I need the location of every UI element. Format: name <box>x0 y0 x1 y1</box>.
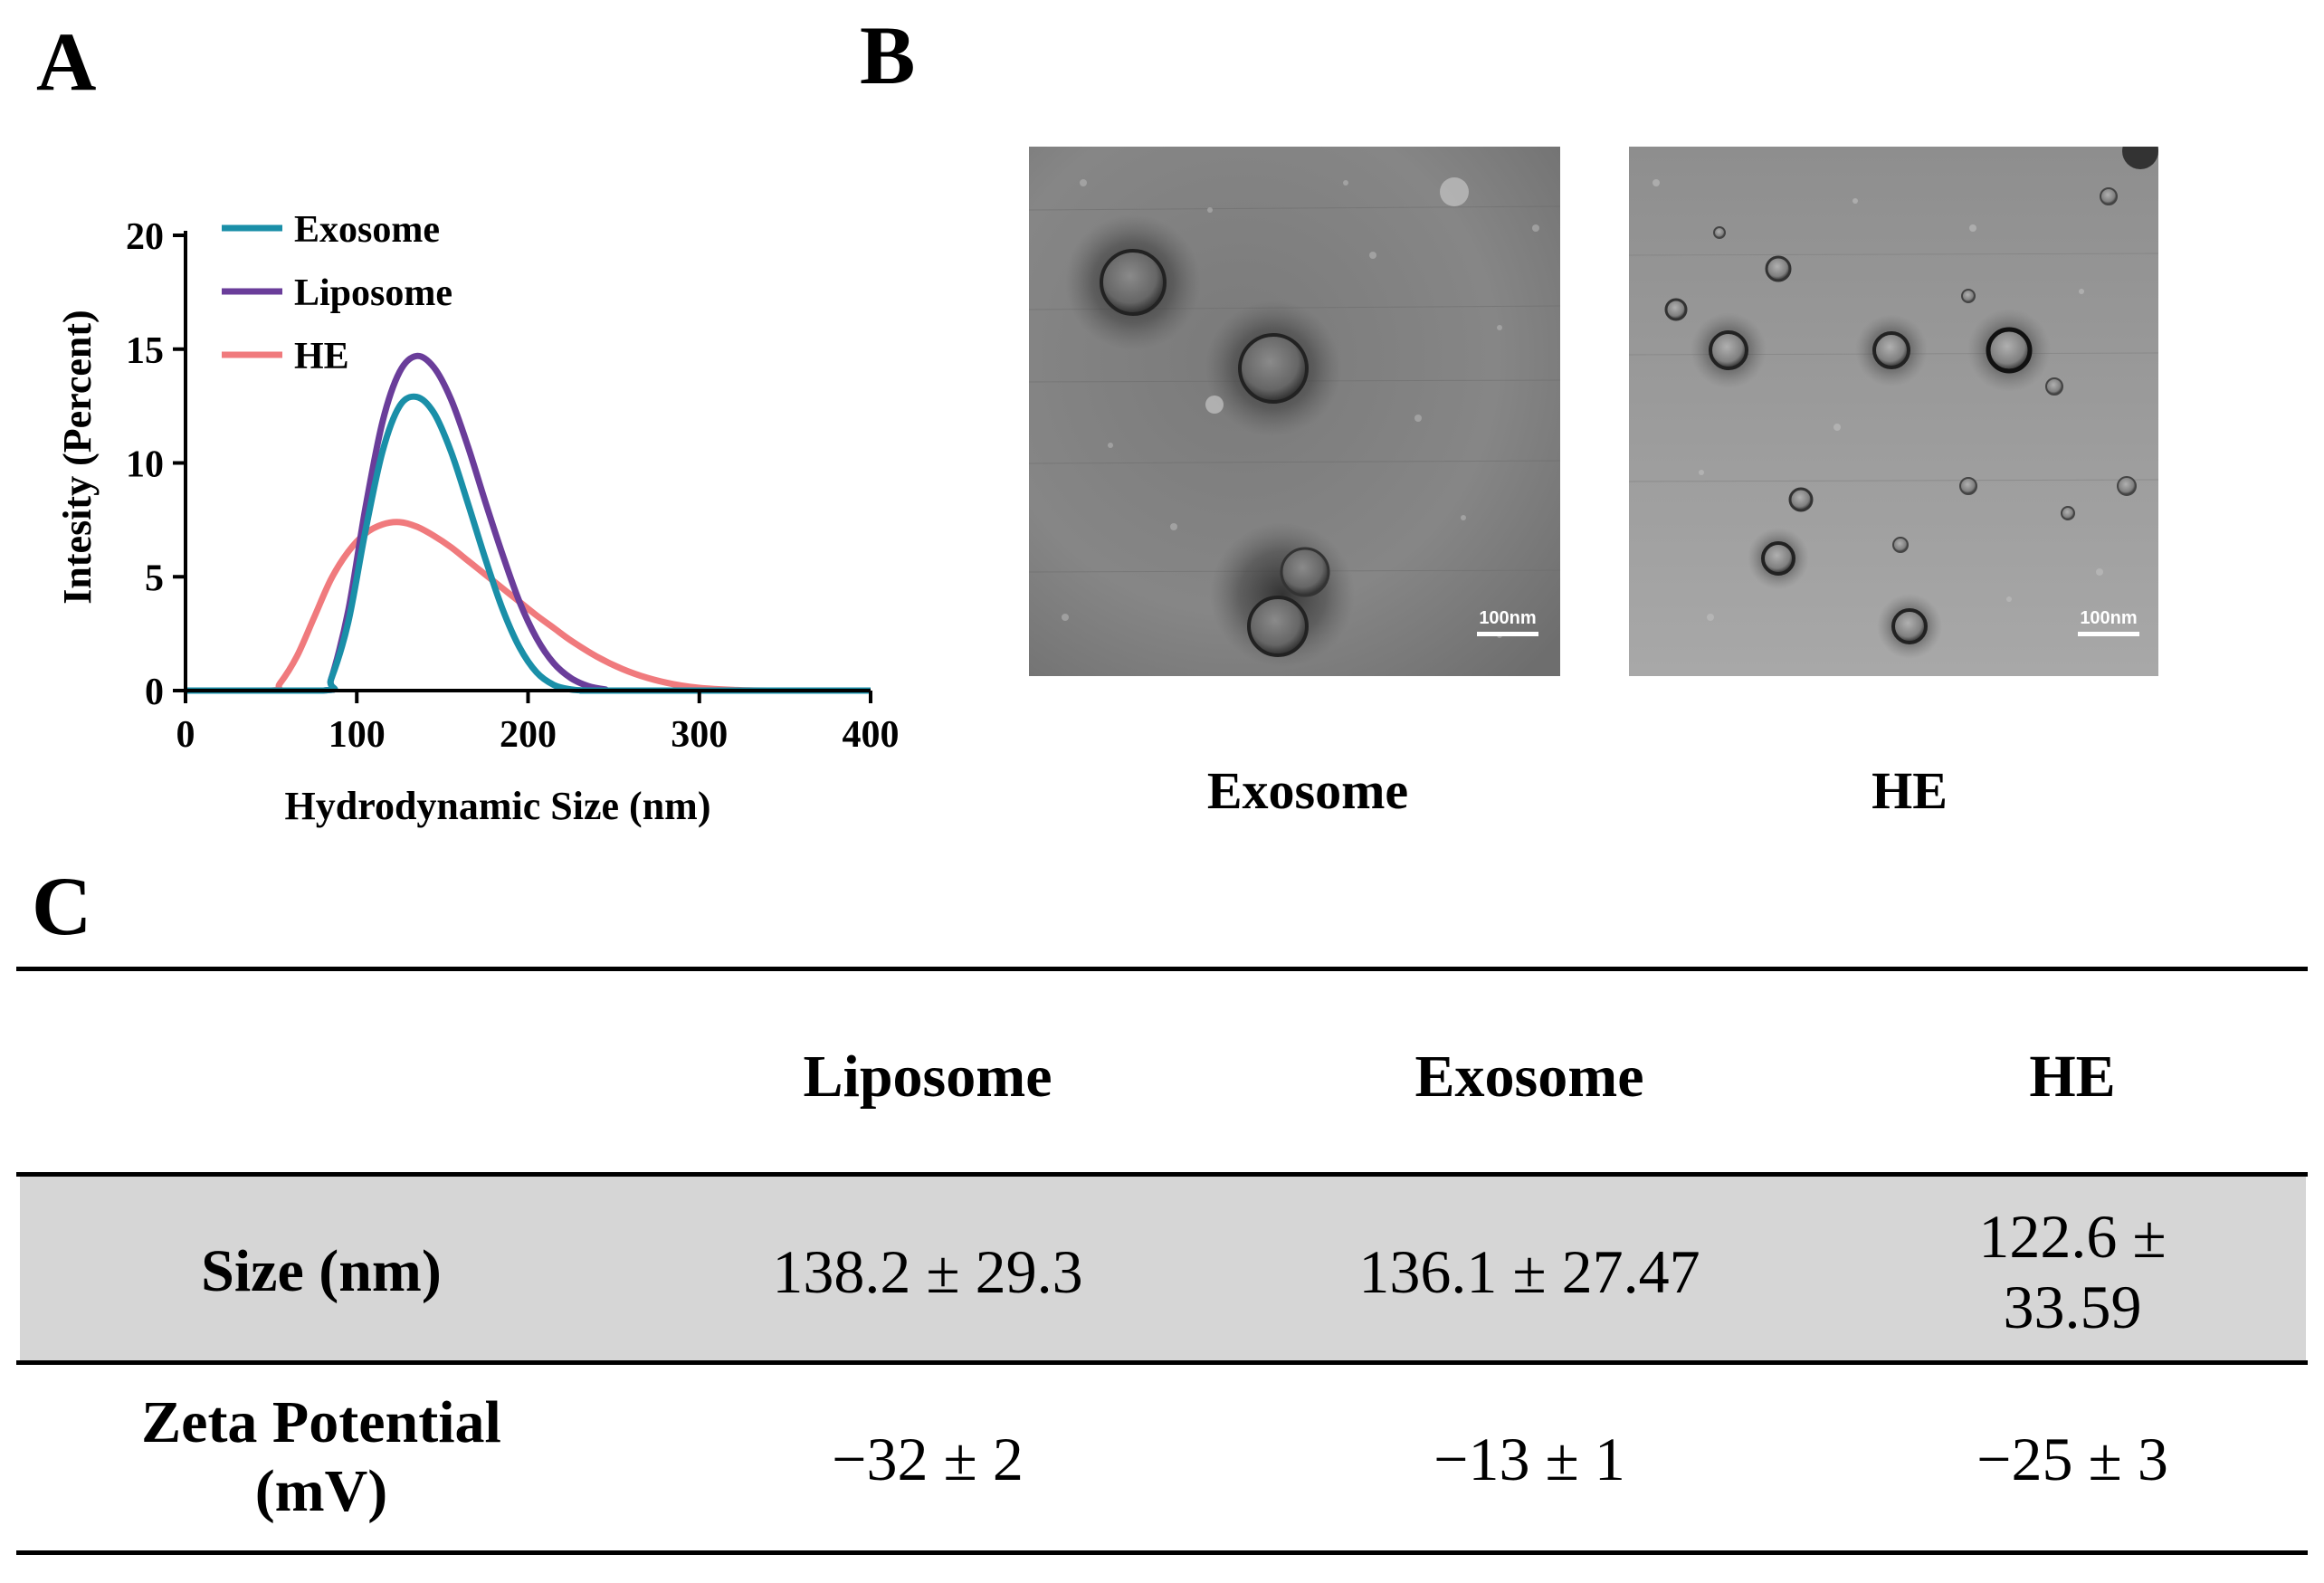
y-tick-label: 20 <box>126 216 164 258</box>
table-row-label-size: Size (nm) <box>201 1238 442 1305</box>
table-cell-size-exosome: 136.1 ± 27.47 <box>1358 1236 1700 1306</box>
scale-bar-exosome <box>1477 632 1538 636</box>
scale-bar-label-he: 100nm <box>2080 608 2137 628</box>
table-cell-zeta-he: −25 ± 3 <box>1976 1424 2168 1493</box>
x-tick-label: 200 <box>500 714 557 756</box>
legend-label-exosome: Exosome <box>294 209 440 251</box>
series-line-liposome <box>186 352 871 694</box>
table-row-label-zeta-line2: (mV) <box>254 1458 388 1524</box>
table-header-rule <box>16 1172 2308 1177</box>
x-tick-label: 300 <box>671 714 728 756</box>
panel-a-label: A <box>36 15 97 108</box>
tem-image-he: 100nm <box>1629 147 2158 676</box>
y-tick-label: 10 <box>126 444 164 486</box>
table-row-rule <box>16 1360 2308 1365</box>
table-cell-zeta-exosome: −13 ± 1 <box>1433 1424 1625 1493</box>
tem-caption-he: HE <box>1872 761 1948 820</box>
x-axis-label: Hydrodynamic Size (nm) <box>285 784 711 828</box>
table-row-label-zeta: Zeta Potential (mV) <box>141 1388 501 1526</box>
y-tick-label: 5 <box>145 558 164 599</box>
table-cell-size-liposome: 138.2 ± 29.3 <box>772 1236 1083 1306</box>
legend-label-he: HE <box>294 336 349 377</box>
table-cell-zeta-liposome: −32 ± 2 <box>832 1424 1024 1493</box>
x-tick-label: 0 <box>176 714 195 756</box>
tem-caption-exosome: Exosome <box>1206 761 1409 820</box>
tem-image-exosome: 100nm <box>1029 147 1560 676</box>
y-axis-label: Intesity (Percent) <box>55 310 100 604</box>
x-tick-label: 100 <box>329 714 386 756</box>
table-header-liposome: Liposome <box>803 1044 1052 1111</box>
series-line-he <box>186 519 871 694</box>
panel-b-label: B <box>860 9 916 101</box>
tem-micrograph-he: 100nm <box>1629 147 2158 676</box>
table-row-shading <box>20 1177 2306 1360</box>
legend-label-liposome: Liposome <box>294 272 452 314</box>
y-tick-label: 15 <box>126 330 164 372</box>
y-tick-label: 0 <box>145 672 164 713</box>
tem-micrograph-exosome: 100nm <box>1029 147 1560 676</box>
table-bottom-rule <box>16 1550 2308 1555</box>
scale-bar-he <box>2078 632 2139 636</box>
panel-c-label: C <box>32 860 92 952</box>
x-tick-label: 400 <box>843 714 900 756</box>
series-line-exosome <box>186 393 871 694</box>
table-row-label-zeta-line1: Zeta Potential <box>141 1389 501 1456</box>
table-header-he: HE <box>2029 1044 2116 1111</box>
table-header-exosome: Exosome <box>1414 1044 1644 1111</box>
table-cell-size-he: 122.6 ± 33.59 <box>1978 1201 2167 1341</box>
scale-bar-label-exosome: 100nm <box>1479 608 1536 628</box>
table-top-rule <box>16 967 2308 971</box>
